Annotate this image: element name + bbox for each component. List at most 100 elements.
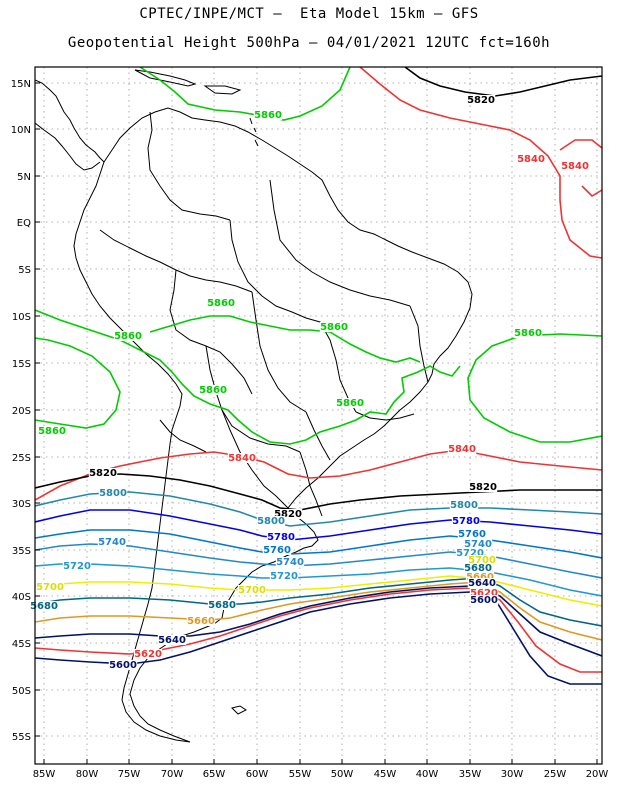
lat-tick-label: 20S — [12, 406, 31, 417]
contour-label-bg — [88, 468, 118, 478]
lat-tick-label: 5N — [17, 172, 31, 183]
contour-label: 5640 — [468, 578, 496, 589]
lon-tick-label: 65W — [203, 769, 226, 780]
contour-label-bg — [206, 298, 236, 308]
contour-label: 5620 — [134, 649, 162, 660]
contour-label: 5720 — [63, 561, 91, 572]
contour-label: 5840 — [228, 453, 256, 464]
lat-tick-label: 55S — [12, 732, 31, 743]
contour-label: 5680 — [464, 563, 492, 574]
cuba-island — [134, 69, 197, 87]
contour-label: 5860 — [114, 331, 142, 342]
lat-tick-label: 15S — [12, 359, 31, 370]
contour-5860-central — [35, 309, 461, 445]
contour-label: 5860 — [38, 426, 66, 437]
south-america-coast — [73, 107, 473, 743]
contour-label: 5860 — [199, 385, 227, 396]
country-border — [205, 345, 301, 453]
contour-label: 5760 — [263, 545, 291, 556]
contour-label-bg — [455, 548, 485, 558]
contour-label-bg — [335, 398, 365, 408]
contour-label: 5840 — [448, 444, 476, 455]
contour-label: 5700 — [468, 555, 496, 566]
contour-label-bg — [269, 571, 299, 581]
contour-label-bg — [449, 500, 479, 510]
contour-label: 5820 — [274, 509, 302, 520]
country-border — [147, 111, 231, 221]
state-border — [269, 179, 411, 307]
coastlines — [35, 69, 473, 743]
lat-tick-label: 50S — [12, 686, 31, 697]
longitude-axis: 85W 80W 75W 70W 65W 60W 55W 50W 45W 40W 35W 30W 25W 2… — [33, 759, 609, 780]
contour-label: 5700 — [238, 585, 266, 596]
country-border — [169, 269, 253, 395]
lon-tick-label: 80W — [76, 769, 99, 780]
contour-label: 5800 — [99, 488, 127, 499]
contour-5680 — [35, 577, 602, 627]
lat-tick-label: 5S — [18, 265, 31, 276]
lon-tick-label: 85W — [33, 769, 56, 780]
contour-label-bg — [447, 444, 477, 454]
contour-label: 5780 — [452, 516, 480, 527]
contour-label: 5660 — [466, 572, 494, 583]
lat-tick-label: 25S — [12, 453, 31, 464]
contour-label-bg — [266, 532, 296, 542]
state-border — [251, 291, 307, 413]
country-border — [159, 419, 207, 453]
contour-label-bg — [35, 582, 65, 592]
contour-label: 5800 — [450, 500, 478, 511]
contour-label-bg — [198, 385, 228, 395]
contour-label: 5600 — [470, 595, 498, 606]
lat-tick-label: 15N — [11, 79, 31, 90]
contour-label-bg — [560, 161, 590, 171]
country-border — [229, 219, 335, 331]
lon-tick-label: 25W — [544, 769, 567, 780]
lat-tick-label: 10N — [11, 125, 31, 136]
contour-label-bg — [513, 328, 543, 338]
graticule — [35, 67, 602, 764]
contour-label: 5780 — [267, 532, 295, 543]
central-america-coast — [35, 79, 105, 163]
contour-5700 — [35, 575, 602, 607]
hispaniola-island — [203, 85, 242, 95]
lon-tick-label: 70W — [161, 769, 184, 780]
contour-label: 5820 — [469, 482, 497, 493]
contour-label: 5820 — [467, 95, 495, 106]
country-border — [299, 451, 323, 517]
contour-label: 5680 — [30, 601, 58, 612]
contour-label-bg — [237, 585, 267, 595]
map-frame — [34, 66, 603, 765]
contour-5840-south — [35, 449, 602, 501]
lat-tick-label: EQ — [17, 218, 31, 229]
map-background — [35, 67, 602, 764]
lon-tick-label: 50W — [331, 769, 354, 780]
contour-label-bg — [262, 545, 292, 555]
lon-tick-label: 20W — [586, 769, 609, 780]
lon-tick-label: 30W — [501, 769, 524, 780]
chart-title-line2: Geopotential Height 500hPa – 04/01/2021 … — [67, 35, 551, 51]
contour-label-bg — [108, 660, 138, 670]
contour-label-bg — [516, 154, 546, 164]
contour-label-bg — [465, 572, 495, 582]
contour-label: 5860 — [336, 398, 364, 409]
contour-label-bg — [133, 649, 163, 659]
lat-tick-label: 30S — [12, 499, 31, 510]
contour-label-bg — [113, 331, 143, 341]
contour-label-bg — [467, 578, 497, 588]
state-border — [355, 411, 415, 421]
contour-label-bg — [469, 595, 499, 605]
falkland-islands — [231, 705, 247, 715]
contour-5860-west — [35, 337, 121, 429]
contour-label-bg — [275, 557, 305, 567]
contour-label: 5740 — [276, 557, 304, 568]
contour-label: 5640 — [158, 635, 186, 646]
contour-label-bg — [29, 601, 59, 611]
lon-tick-label: 60W — [246, 769, 269, 780]
contour-label-bg — [253, 110, 283, 120]
contour-label: 5820 — [89, 468, 117, 479]
contour-5840-cell — [559, 139, 602, 198]
contour-label: 5840 — [561, 161, 589, 172]
contour-label: 5860 — [320, 322, 348, 333]
state-border — [409, 305, 429, 383]
contour-5860-north — [139, 67, 351, 121]
